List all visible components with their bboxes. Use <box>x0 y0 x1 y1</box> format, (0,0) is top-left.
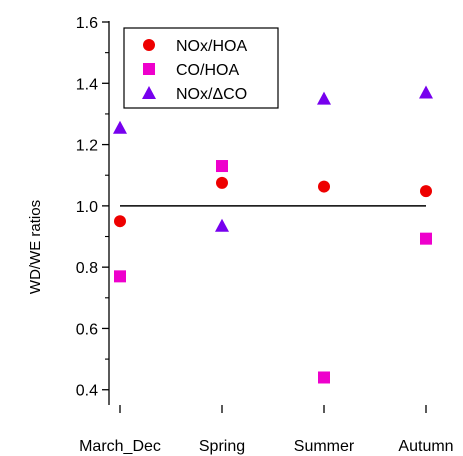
data-point-triangle <box>419 85 433 99</box>
data-marks <box>113 85 433 384</box>
y-tick-label: 0.6 <box>76 321 98 338</box>
legend: NOx/HOA CO/HOA NOx/ΔCO <box>123 27 279 109</box>
x-tick-label: Spring <box>199 438 245 455</box>
y-tick-label: 1.2 <box>76 138 98 155</box>
y-axis-title: WD/WE ratios <box>27 200 44 294</box>
legend-label: NOx/ΔCO <box>176 86 247 103</box>
data-point-square <box>216 160 228 173</box>
y-tick-label: 0.4 <box>76 383 98 400</box>
data-point-triangle <box>317 91 331 105</box>
data-point-circle <box>216 176 228 189</box>
x-ticks: March_Dec Spring Summer Autumn <box>79 405 454 455</box>
y-ticks: 0.4 0.6 0.8 1.0 1.2 1.4 1.6 <box>76 15 109 400</box>
y-tick-label: 1.4 <box>76 76 98 93</box>
plot-area: 0.4 0.6 0.8 1.0 1.2 1.4 1.6 March_Dec Spring Sum… <box>76 15 454 455</box>
legend-label: CO/HOA <box>176 62 239 79</box>
y-tick-label: 1.0 <box>76 199 98 216</box>
data-point-circle <box>420 185 432 198</box>
y-tick-label: 1.6 <box>76 15 98 32</box>
data-point-circle <box>114 215 126 228</box>
data-point-circle <box>318 180 330 193</box>
legend-marker-square <box>143 63 155 75</box>
legend-marker-circle <box>143 39 155 51</box>
x-tick-label: Autumn <box>398 438 453 455</box>
legend-label: NOx/HOA <box>176 38 247 55</box>
data-point-triangle <box>215 218 229 232</box>
data-point-square <box>318 371 330 384</box>
x-tick-label: March_Dec <box>79 438 161 455</box>
y-tick-label: 0.8 <box>76 260 98 277</box>
x-tick-label: Summer <box>294 438 355 455</box>
data-point-square <box>420 232 432 245</box>
data-point-triangle <box>113 120 127 134</box>
legend-marker-triangle <box>142 86 156 99</box>
data-point-square <box>114 270 126 283</box>
